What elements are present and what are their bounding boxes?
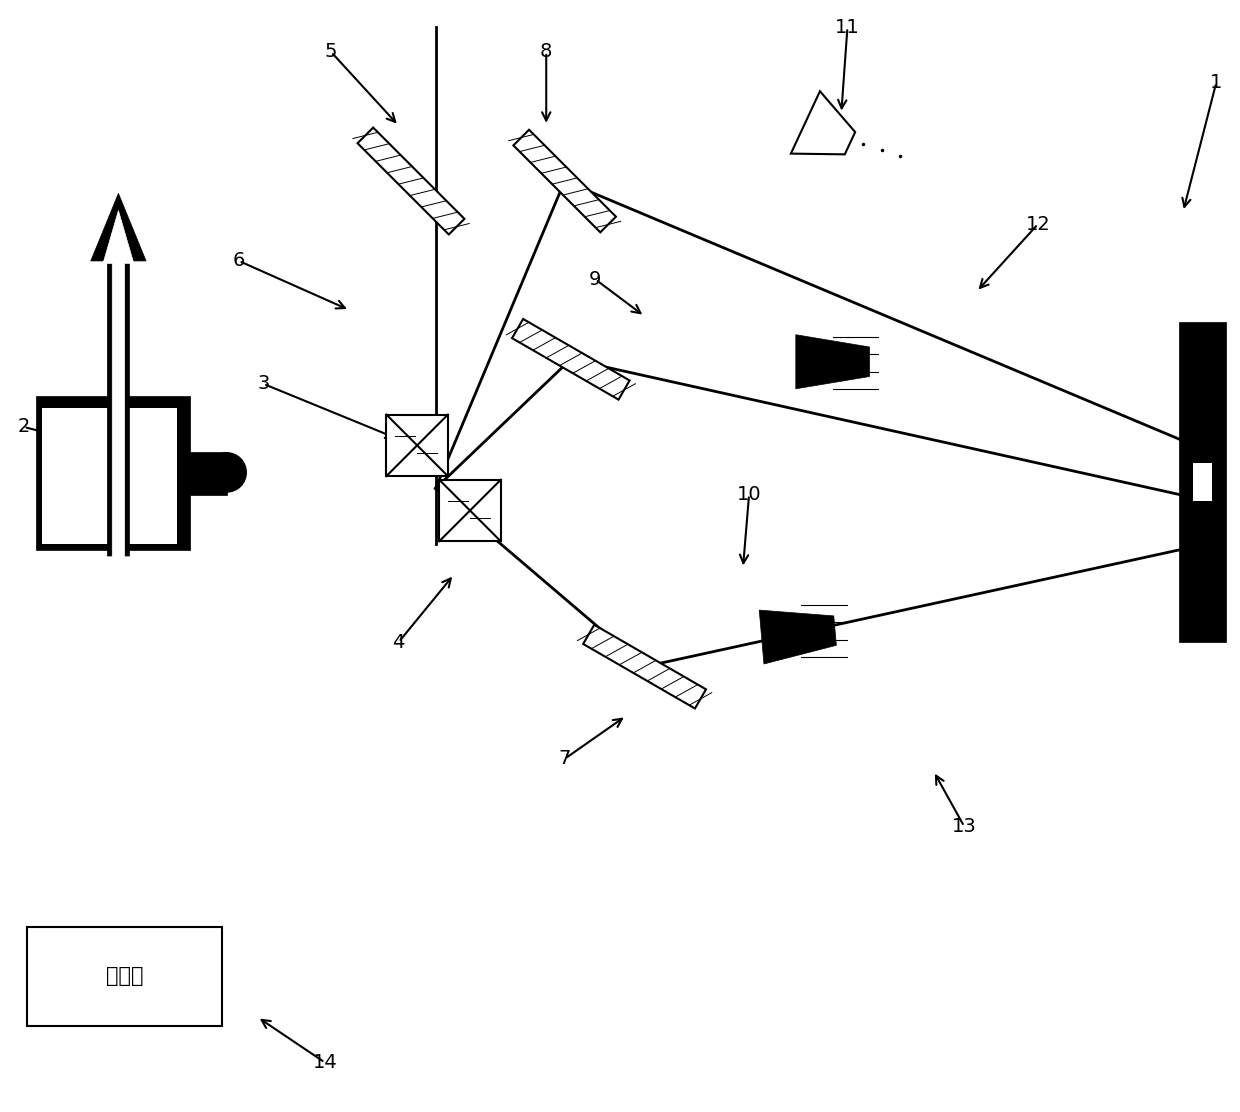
Polygon shape bbox=[512, 319, 630, 399]
Polygon shape bbox=[513, 130, 616, 232]
Text: 7: 7 bbox=[558, 749, 570, 768]
Polygon shape bbox=[759, 610, 836, 664]
Polygon shape bbox=[357, 128, 465, 235]
Bar bbox=[210, 456, 234, 488]
Bar bbox=[27, 927, 222, 1025]
Text: 13: 13 bbox=[952, 817, 977, 836]
Text: 5: 5 bbox=[325, 42, 337, 61]
Bar bbox=[1193, 463, 1211, 502]
Polygon shape bbox=[387, 415, 448, 476]
Text: 6: 6 bbox=[233, 251, 246, 270]
Polygon shape bbox=[583, 625, 706, 708]
Text: 12: 12 bbox=[1025, 215, 1050, 234]
Bar bbox=[42, 408, 177, 544]
Text: 1: 1 bbox=[1210, 73, 1223, 92]
Text: 4: 4 bbox=[393, 633, 405, 652]
Polygon shape bbox=[103, 210, 134, 558]
Polygon shape bbox=[91, 193, 146, 556]
Text: 8: 8 bbox=[541, 42, 553, 61]
Text: 14: 14 bbox=[312, 1053, 337, 1072]
Text: 9: 9 bbox=[589, 270, 601, 289]
Text: 3: 3 bbox=[257, 375, 269, 394]
Text: 计算机: 计算机 bbox=[105, 966, 144, 986]
Polygon shape bbox=[439, 479, 501, 542]
Bar bbox=[1179, 322, 1226, 642]
Text: 10: 10 bbox=[737, 485, 761, 504]
Text: 11: 11 bbox=[835, 18, 859, 37]
Polygon shape bbox=[791, 91, 856, 155]
Polygon shape bbox=[36, 396, 227, 549]
Polygon shape bbox=[796, 335, 869, 389]
Text: 2: 2 bbox=[17, 417, 30, 436]
Circle shape bbox=[207, 453, 247, 493]
